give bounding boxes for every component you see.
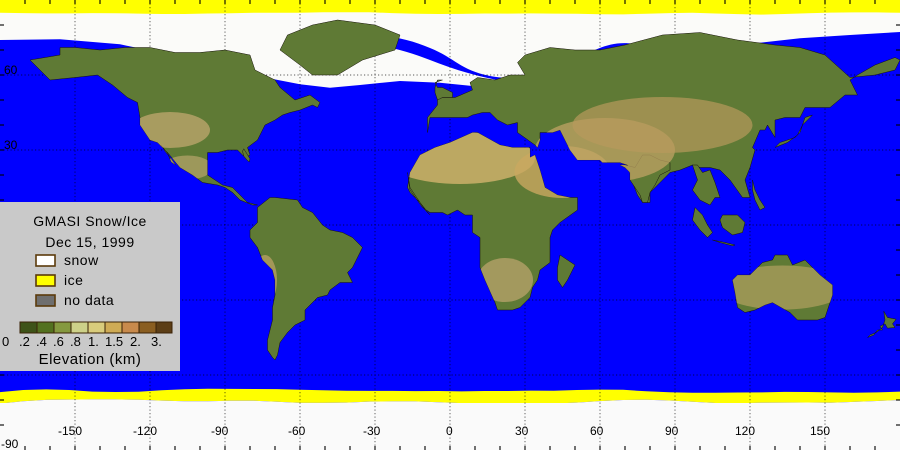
svg-text:30: 30 <box>4 138 18 152</box>
svg-text:-60: -60 <box>288 424 306 438</box>
svg-text:.6: .6 <box>53 334 64 349</box>
svg-text:0: 0 <box>2 334 9 349</box>
svg-text:3.: 3. <box>151 334 162 349</box>
svg-text:2.: 2. <box>130 334 141 349</box>
svg-text:ice: ice <box>64 272 83 288</box>
svg-text:90: 90 <box>665 424 679 438</box>
svg-text:120: 120 <box>735 424 755 438</box>
svg-text:-120: -120 <box>133 424 157 438</box>
svg-text:.2: .2 <box>19 334 30 349</box>
svg-text:-30: -30 <box>363 424 381 438</box>
svg-text:.4: .4 <box>36 334 47 349</box>
svg-text:-150: -150 <box>58 424 82 438</box>
svg-text:Elevation (km): Elevation (km) <box>39 351 142 368</box>
svg-text:no data: no data <box>64 292 114 308</box>
svg-text:Dec 15, 1999: Dec 15, 1999 <box>45 234 134 250</box>
svg-text:-90: -90 <box>211 424 229 438</box>
svg-text:GMASI Snow/Ice: GMASI Snow/Ice <box>33 213 147 229</box>
svg-text:-90: -90 <box>1 437 19 450</box>
svg-text:30: 30 <box>515 424 529 438</box>
svg-text:1.5: 1.5 <box>105 334 123 349</box>
svg-text:0: 0 <box>446 424 453 438</box>
svg-text:snow: snow <box>64 252 99 268</box>
svg-text:.8: .8 <box>70 334 81 349</box>
svg-text:150: 150 <box>810 424 830 438</box>
svg-text:60: 60 <box>590 424 604 438</box>
svg-text:1.: 1. <box>88 334 99 349</box>
svg-text:60: 60 <box>4 63 18 77</box>
